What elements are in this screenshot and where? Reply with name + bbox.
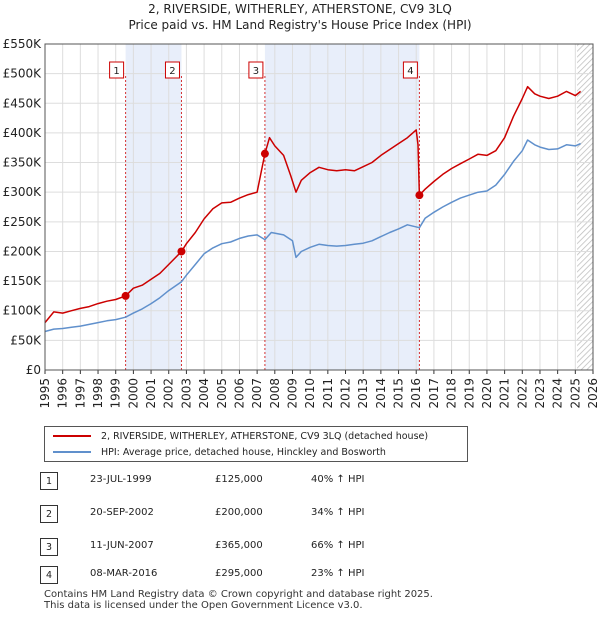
forecast-region <box>577 44 593 370</box>
sale-number-badge: 1 <box>40 472 58 490</box>
sale-label-box: 2 <box>164 61 180 79</box>
chart-subtitle: Price paid vs. HM Land Registry's House … <box>128 18 471 32</box>
x-tick-label: 2013 <box>356 378 370 409</box>
sale-price: £200,000 <box>215 507 263 518</box>
sale-label-number: 4 <box>407 66 413 77</box>
x-tick-label: 2017 <box>427 378 441 409</box>
sale-date: 23-JUL-1999 <box>90 474 152 485</box>
footer-licence: This data is licensed under the Open Gov… <box>44 600 363 611</box>
x-tick-label: 2014 <box>374 378 388 409</box>
hpi-series-line <box>44 139 581 333</box>
y-tick-label: £200K <box>3 244 43 258</box>
x-tick-label: 2009 <box>285 378 299 409</box>
x-tick-label: 1995 <box>38 378 52 409</box>
y-tick-label: £400K <box>3 126 43 140</box>
sale-hpi-change: 34% ↑ HPI <box>311 507 365 518</box>
x-tick-label: 2015 <box>392 378 406 409</box>
sale-label-border <box>164 61 180 79</box>
footer: Contains HM Land Registry data © Crown c… <box>44 589 433 611</box>
y-tick-label: £350K <box>3 156 43 170</box>
x-tick-label: 2000 <box>126 378 140 409</box>
x-tick-label: 2018 <box>445 378 459 409</box>
x-tick-label: 2001 <box>144 378 158 409</box>
sale-label-border <box>109 61 125 79</box>
sale-hpi-change: 40% ↑ HPI <box>311 474 365 485</box>
x-tick-label: 2016 <box>409 378 423 409</box>
x-tick-label: 2021 <box>498 378 512 409</box>
legend-swatch-hpi <box>53 451 91 453</box>
sale-point <box>260 149 269 158</box>
legend-item-property: 2, RIVERSIDE, WITHERLEY, ATHERSTONE, CV9… <box>53 428 428 444</box>
sale-date: 08-MAR-2016 <box>90 568 158 579</box>
sale-label-box: 1 <box>109 61 125 79</box>
sale-point <box>121 291 130 300</box>
x-tick-label: 2011 <box>321 378 335 409</box>
x-tick-label: 2024 <box>551 378 565 409</box>
legend-label-hpi: HPI: Average price, detached house, Hinc… <box>101 446 386 458</box>
x-tick-label: 1998 <box>91 378 105 409</box>
x-tick-label: 2007 <box>250 378 264 409</box>
sale-label-number: 1 <box>113 66 119 77</box>
sale-row: 2 20-SEP-2002 £200,000 34% ↑ HPI <box>40 505 380 523</box>
y-tick-label: £50K <box>10 333 42 347</box>
sale-number-badge: 4 <box>40 566 58 584</box>
y-tick-label: £500K <box>3 67 43 81</box>
sale-row: 3 11-JUN-2007 £365,000 66% ↑ HPI <box>40 538 380 556</box>
sale-label-border <box>248 61 264 79</box>
x-tick-label: 2023 <box>533 378 547 409</box>
sale-label-number: 3 <box>253 66 259 77</box>
x-tick-label: 2022 <box>515 378 529 409</box>
legend-item-hpi: HPI: Average price, detached house, Hinc… <box>53 444 386 460</box>
x-tick-label: 2002 <box>162 378 176 409</box>
sale-label-border <box>402 61 418 79</box>
x-tick-label: 1996 <box>56 378 70 409</box>
x-tick-label: 2025 <box>568 378 582 409</box>
sale-label-box: 3 <box>248 61 264 79</box>
sale-hpi-change: 23% ↑ HPI <box>311 568 365 579</box>
sale-number-badge: 3 <box>40 538 58 556</box>
x-tick-label: 2005 <box>215 378 229 409</box>
sale-price: £365,000 <box>215 540 263 551</box>
sale-price: £295,000 <box>215 568 263 579</box>
sale-point <box>415 191 424 200</box>
sale-date: 20-SEP-2002 <box>90 507 154 518</box>
ownership-shade <box>125 44 182 370</box>
footer-copyright: Contains HM Land Registry data © Crown c… <box>44 589 433 600</box>
y-tick-label: £100K <box>3 304 43 318</box>
sale-label-number: 2 <box>169 66 175 77</box>
property-series-line <box>44 85 582 324</box>
x-tick-label: 2006 <box>232 378 246 409</box>
x-tick-label: 2026 <box>586 378 600 409</box>
sale-point <box>177 247 186 256</box>
sale-price: £125,000 <box>215 474 263 485</box>
sale-row: 1 23-JUL-1999 £125,000 40% ↑ HPI <box>40 472 380 490</box>
sale-date: 11-JUN-2007 <box>90 540 154 551</box>
y-tick-label: £150K <box>3 274 43 288</box>
x-tick-label: 2010 <box>303 378 317 409</box>
y-tick-label: £550K <box>3 37 43 51</box>
x-tick-label: 2020 <box>480 378 494 409</box>
legend: 2, RIVERSIDE, WITHERLEY, ATHERSTONE, CV9… <box>44 426 468 462</box>
x-tick-label: 2019 <box>462 378 476 409</box>
legend-swatch-property <box>53 435 91 437</box>
legend-label-property: 2, RIVERSIDE, WITHERLEY, ATHERSTONE, CV9… <box>101 430 429 442</box>
plot-frame <box>44 43 594 371</box>
chart-title: 2, RIVERSIDE, WITHERLEY, ATHERSTONE, CV9… <box>148 2 452 16</box>
x-tick-label: 2003 <box>179 378 193 409</box>
sale-number-badge: 2 <box>40 505 58 523</box>
price-chart: 2, RIVERSIDE, WITHERLEY, ATHERSTONE, CV9… <box>3 2 600 409</box>
x-tick-label: 1999 <box>109 378 123 409</box>
x-tick-label: 2004 <box>197 378 211 409</box>
y-tick-label: £450K <box>3 96 43 110</box>
x-tick-label: 2008 <box>268 378 282 409</box>
sale-hpi-change: 66% ↑ HPI <box>311 540 365 551</box>
sale-row: 4 08-MAR-2016 £295,000 23% ↑ HPI <box>40 566 380 584</box>
ownership-shade <box>264 44 420 370</box>
y-tick-label: £0 <box>26 363 41 377</box>
y-tick-label: £300K <box>3 185 43 199</box>
sale-label-box: 4 <box>402 61 418 79</box>
y-tick-label: £250K <box>3 215 43 229</box>
x-tick-label: 1997 <box>73 378 87 409</box>
x-tick-label: 2012 <box>339 378 353 409</box>
